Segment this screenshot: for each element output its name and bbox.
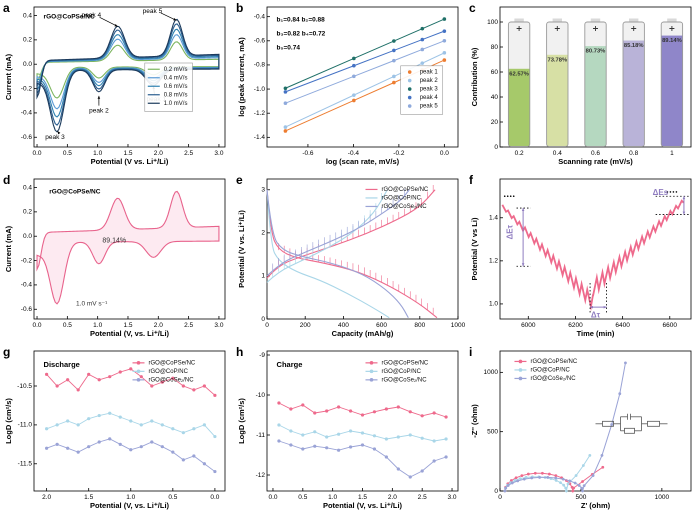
panel-letter-f: f xyxy=(469,173,473,187)
panel-a: a xyxy=(0,1,233,173)
panel-g: g xyxy=(0,345,233,517)
panel-letter-g: g xyxy=(3,345,11,359)
panel-i: i xyxy=(466,345,699,517)
panel-letter-b: b xyxy=(236,1,244,15)
panel-b: b xyxy=(233,1,466,173)
panel-letter-c: c xyxy=(469,1,476,15)
panel-h-charge-diffusion-chart xyxy=(233,345,466,517)
panel-d-capacitive-cv-chart xyxy=(0,173,233,345)
panel-e-charge-discharge-chart xyxy=(233,173,466,345)
panel-letter-i: i xyxy=(469,345,473,359)
panel-e: e xyxy=(233,173,466,345)
panel-letter-h: h xyxy=(236,345,244,359)
panel-d: d xyxy=(0,173,233,345)
panel-g-discharge-diffusion-chart xyxy=(0,345,233,517)
panel-h: h xyxy=(233,345,466,517)
panel-i-nyquist-chart xyxy=(466,345,699,517)
panel-letter-d: d xyxy=(3,173,11,187)
panel-f: f xyxy=(466,173,699,345)
panel-f-gitt-chart xyxy=(466,173,699,345)
panel-letter-a: a xyxy=(3,1,10,15)
panel-a-cv-chart xyxy=(0,1,233,173)
panel-c: c xyxy=(466,1,699,173)
panel-b-bvalue-chart xyxy=(233,1,466,173)
panel-letter-e: e xyxy=(236,173,243,187)
panel-c-contribution-chart xyxy=(466,1,699,173)
